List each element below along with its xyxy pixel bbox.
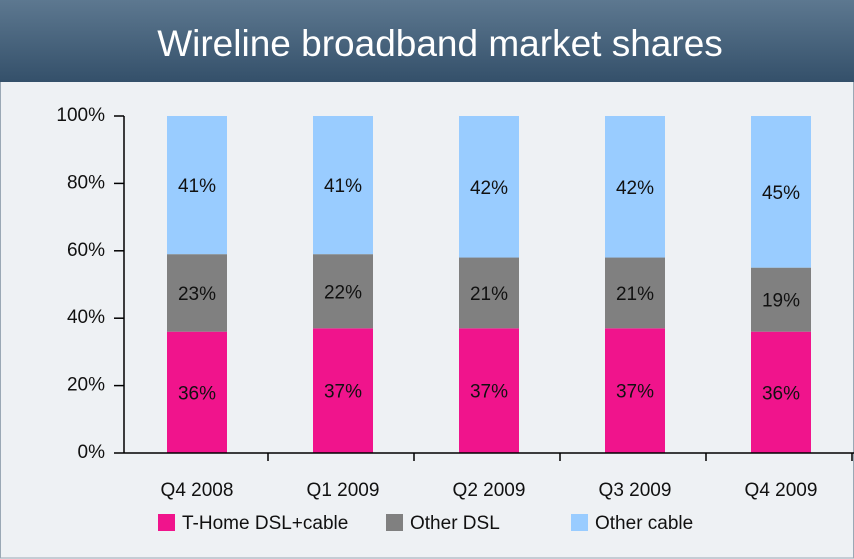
y-tick-label: 20%: [67, 375, 105, 396]
bar-segment: [313, 328, 373, 453]
legend-label: Other cable: [595, 513, 693, 534]
data-label: 23%: [178, 284, 216, 305]
y-tick-label: 40%: [67, 307, 105, 328]
data-label: 41%: [324, 176, 362, 197]
data-label: 36%: [178, 383, 216, 404]
data-label: 41%: [178, 176, 216, 197]
bar-segment: [459, 257, 519, 329]
bar-segment: [751, 116, 811, 268]
data-label: 37%: [324, 382, 362, 403]
x-tick-label: Q2 2009: [453, 480, 526, 501]
data-label: 45%: [762, 183, 800, 204]
data-label: 37%: [616, 382, 654, 403]
bar-segment: [751, 267, 811, 332]
data-label: 22%: [324, 282, 362, 303]
bar-segment: [751, 331, 811, 453]
bar-segment: [313, 254, 373, 329]
legend-label: T-Home DSL+cable: [182, 513, 348, 534]
bar-segment: [459, 116, 519, 258]
legend-label: Other DSL: [410, 513, 500, 534]
y-tick-label: 60%: [67, 240, 105, 261]
header: [0, 0, 854, 82]
data-label: 37%: [470, 382, 508, 403]
y-tick-label: 100%: [56, 105, 105, 126]
y-tick-label: 80%: [67, 172, 105, 193]
y-tick-label: 0%: [78, 442, 106, 463]
x-tick-label: Q4 2009: [745, 480, 818, 501]
legend-swatch: [571, 514, 588, 531]
bar-segment: [167, 331, 227, 453]
bar-segment: [167, 116, 227, 255]
bar-segment: [605, 116, 665, 258]
x-tick-label: Q3 2009: [599, 480, 672, 501]
bar-segment: [605, 328, 665, 453]
legend-swatch: [158, 514, 175, 531]
data-label: 42%: [616, 178, 654, 199]
data-label: 21%: [616, 284, 654, 305]
x-tick-label: Q1 2009: [307, 480, 380, 501]
x-tick-label: Q4 2008: [161, 480, 234, 501]
bar-segment: [459, 328, 519, 453]
data-label: 21%: [470, 284, 508, 305]
data-label: 42%: [470, 178, 508, 199]
bar-segment: [167, 254, 227, 332]
data-label: 36%: [762, 383, 800, 404]
chart-title: Wireline broadband market shares: [157, 23, 723, 64]
legend-swatch: [386, 514, 403, 531]
data-label: 19%: [762, 291, 800, 312]
bar-segment: [313, 116, 373, 255]
bar-segment: [605, 257, 665, 329]
